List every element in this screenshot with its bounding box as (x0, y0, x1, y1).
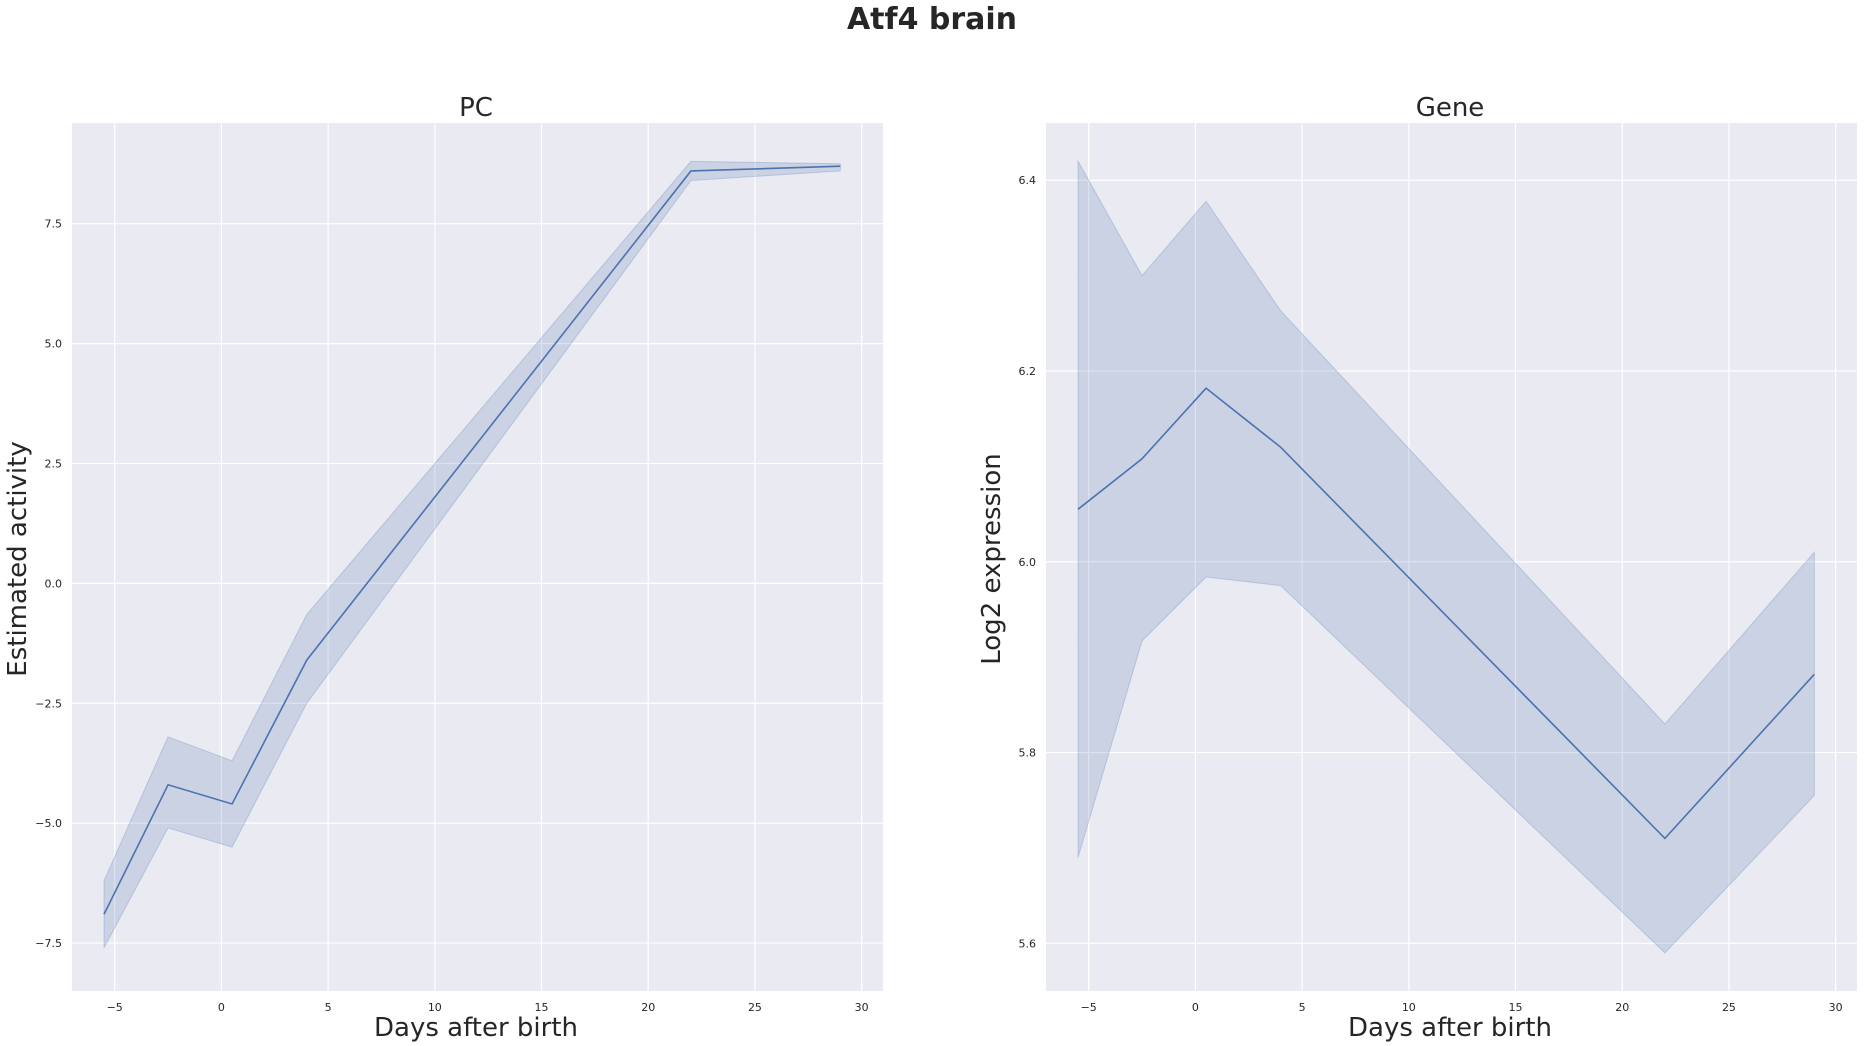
y-tick-label: 7.5 (45, 218, 63, 231)
y-tick-label: 5.0 (45, 338, 63, 351)
y-tick-label: 6.4 (1019, 174, 1037, 187)
y-tick-label: 0.0 (45, 577, 63, 590)
x-tick-label: 30 (1829, 1001, 1843, 1014)
y-tick-label: 6.0 (1019, 556, 1037, 569)
chart-title: PC (459, 93, 493, 123)
y-tick-label: 2.5 (45, 457, 63, 470)
y-axis-label: Log2 expression (977, 453, 1007, 665)
x-tick-label: 10 (1402, 1001, 1416, 1014)
x-axis-label: Days after birth (1348, 1013, 1552, 1043)
y-axis-label: Estimated activity (3, 441, 33, 676)
y-tick-label: −2.5 (35, 697, 62, 710)
y-tick-label: −7.5 (35, 937, 62, 950)
x-tick-label: −5 (1081, 1001, 1097, 1014)
x-tick-label: 15 (1509, 1001, 1523, 1014)
y-tick-label: 5.8 (1019, 747, 1037, 760)
x-tick-label: 30 (855, 1001, 869, 1014)
x-tick-label: 25 (748, 1001, 762, 1014)
y-tick-label: −5.0 (35, 817, 62, 830)
x-tick-label: 20 (1615, 1001, 1629, 1014)
x-tick-label: −5 (107, 1001, 123, 1014)
x-tick-label: 0 (218, 1001, 225, 1014)
x-tick-label: 5 (1299, 1001, 1306, 1014)
chart-title: Gene (1416, 93, 1485, 123)
x-tick-label: 5 (325, 1001, 332, 1014)
series-line (1077, 387, 1815, 840)
plot-area-pc: −5 0 5 10 15 20 25 30 −7.5 −5.0 −2.5 0.0 2.5 5.0 7.5 (35, 123, 883, 1014)
plot-background (72, 123, 883, 991)
y-tick-label: 5.6 (1019, 937, 1037, 950)
x-axis-label: Days after birth (374, 1013, 578, 1043)
confidence-band (1077, 159, 1815, 954)
x-tick-label: 15 (535, 1001, 549, 1014)
x-tick-label: 20 (641, 1001, 655, 1014)
plot-area-gene: −5 0 5 10 15 20 25 30 5.6 5.8 6.0 6.2 6.4 (1019, 123, 1857, 1014)
figure-title: Atf4 brain (846, 2, 1018, 37)
x-tick-label: 25 (1722, 1001, 1736, 1014)
plot-background (1046, 123, 1857, 991)
chart-pc: −5 0 5 10 15 20 25 30 −7.5 −5.0 −2.5 0.0 2.5 5.0 7.5 P… (3, 93, 883, 1043)
x-tick-label: 0 (1192, 1001, 1199, 1014)
confidence-band (103, 160, 841, 949)
x-tick-label: 10 (428, 1001, 442, 1014)
series-line (103, 165, 841, 915)
y-tick-label: 6.2 (1019, 365, 1037, 378)
chart-gene: −5 0 5 10 15 20 25 30 5.6 5.8 6.0 6.2 6.4 Gene Days … (977, 93, 1857, 1043)
